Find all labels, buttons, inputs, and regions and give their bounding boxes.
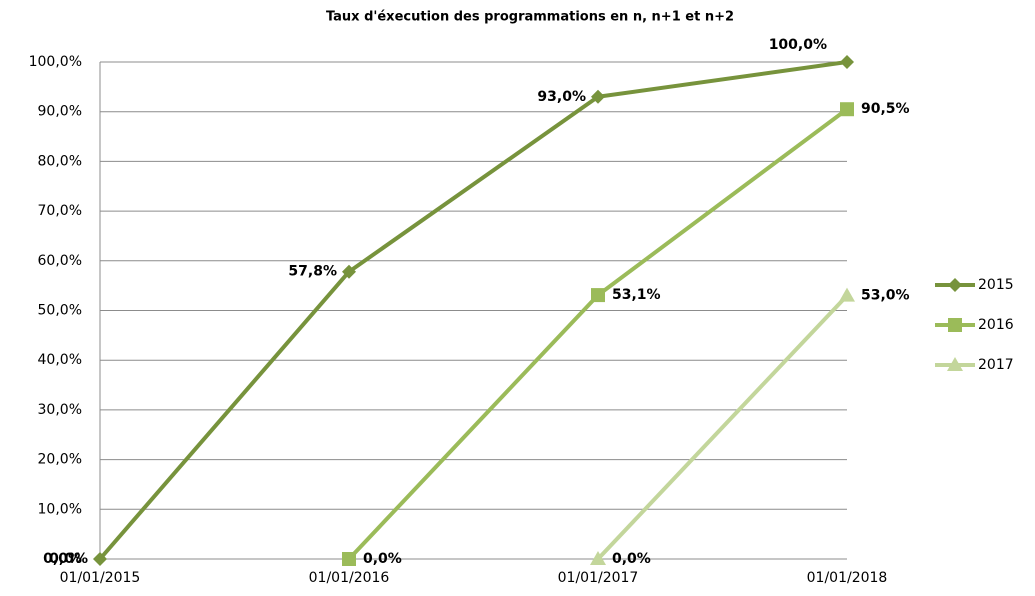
data-label: 57,8%: [288, 264, 337, 280]
marker: [342, 264, 356, 279]
data-label: 90,5%: [861, 101, 910, 117]
marker: [591, 89, 605, 104]
y-tick-label: 10,0%: [38, 501, 82, 517]
marker: [591, 288, 605, 303]
x-tick-label: 01/01/2015: [60, 570, 141, 586]
y-tick-label: 70,0%: [38, 203, 82, 219]
marker: [840, 102, 854, 117]
data-label: 53,0%: [861, 288, 910, 304]
line: [347, 107, 849, 561]
y-tick-label: 80,0%: [38, 153, 82, 169]
legend-label: 2015: [978, 277, 1014, 293]
marker: [947, 357, 963, 371]
y-tick-label: 40,0%: [38, 352, 82, 368]
data-label: 0,0%: [363, 551, 402, 567]
chart-title: Taux d'éxecution des programmations en n…: [326, 10, 734, 25]
line: [98, 60, 848, 561]
y-tick-label: 30,0%: [38, 402, 82, 418]
marker: [93, 552, 107, 566]
line: [596, 294, 849, 561]
y-tick-label: 20,0%: [38, 452, 82, 468]
x-tick-label: 01/01/2017: [558, 570, 639, 586]
data-label: 93,0%: [537, 89, 586, 105]
marker: [948, 318, 962, 332]
legend-label: 2017: [978, 357, 1014, 373]
marker: [839, 287, 855, 302]
data-label: 53,1%: [612, 287, 661, 303]
legend-label: 2016: [978, 317, 1014, 333]
x-tick-label: 01/01/2018: [807, 570, 888, 586]
data-label: 100,0%: [769, 37, 827, 53]
y-tick-label: 90,0%: [38, 104, 82, 120]
y-tick-label: 60,0%: [38, 253, 82, 269]
y-tick-label: 50,0%: [38, 303, 82, 319]
y-tick-label: 100,0%: [29, 54, 82, 70]
data-label: 0,0%: [49, 551, 88, 567]
y-tick-label: 0,0%: [43, 551, 82, 567]
marker: [948, 278, 962, 292]
marker: [342, 552, 356, 566]
data-label: 0,0%: [612, 551, 651, 567]
x-tick-label: 01/01/2016: [309, 570, 390, 586]
marker: [840, 55, 854, 69]
marker: [590, 551, 606, 565]
